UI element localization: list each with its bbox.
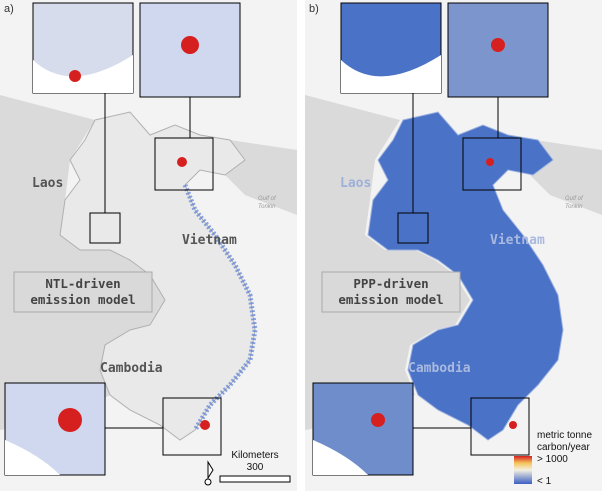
sea-label: Tonkin [258,204,276,210]
hotspot [509,421,517,429]
model-label: PPP-driven [353,276,428,291]
country-label: Laos [32,176,63,191]
sea-label: Tonkin [565,204,583,210]
country-label: Vietnam [182,233,237,248]
legend-ramp [514,456,532,484]
country-label: Cambodia [100,361,163,376]
inset-sea [313,440,368,475]
inset-sea [341,55,441,93]
panel-b: b) Laos Vietnam Cambodia Gulf of Tonkin … [305,0,602,491]
model-label: emission model [30,292,135,307]
zoom-boxes [89,93,222,456]
scale-title: Kilometers [231,450,278,461]
hotspot [200,420,210,430]
model-label: NTL-driven [45,276,120,291]
hotspot [486,158,494,166]
hotspot [58,408,82,432]
hotspot [69,70,81,82]
inset-sea [5,440,60,475]
panel-label: a) [4,3,14,15]
legend-title: carbon/year [537,442,590,453]
hotspot [371,413,385,427]
model-label-box [321,271,461,313]
scale-value: 300 [247,462,264,473]
legend-min: < 1 [537,476,552,487]
zoom-boxes [397,93,530,456]
hotspot [181,36,199,54]
sea-label: Gulf of [258,196,277,202]
panel-label: b) [309,3,319,15]
north-arrow [204,478,212,486]
country-label: Vietnam [490,233,545,248]
model-label: emission model [338,292,443,307]
legend-max: > 1000 [537,454,568,465]
model-label-box [13,271,153,313]
north-arrow [207,460,214,480]
inset-sea [33,55,133,93]
panel-a: a) Laos Vietnam Cambodia Gulf of Tonkin … [0,0,297,491]
hotspot [177,157,187,167]
country-label: Laos [340,176,371,191]
country-label: Cambodia [408,361,471,376]
sea-label: Gulf of [565,196,584,202]
scale-bar [219,475,291,483]
hotspot [491,38,505,52]
emission-speckle [182,184,258,432]
legend-title: metric tonne [537,430,592,441]
